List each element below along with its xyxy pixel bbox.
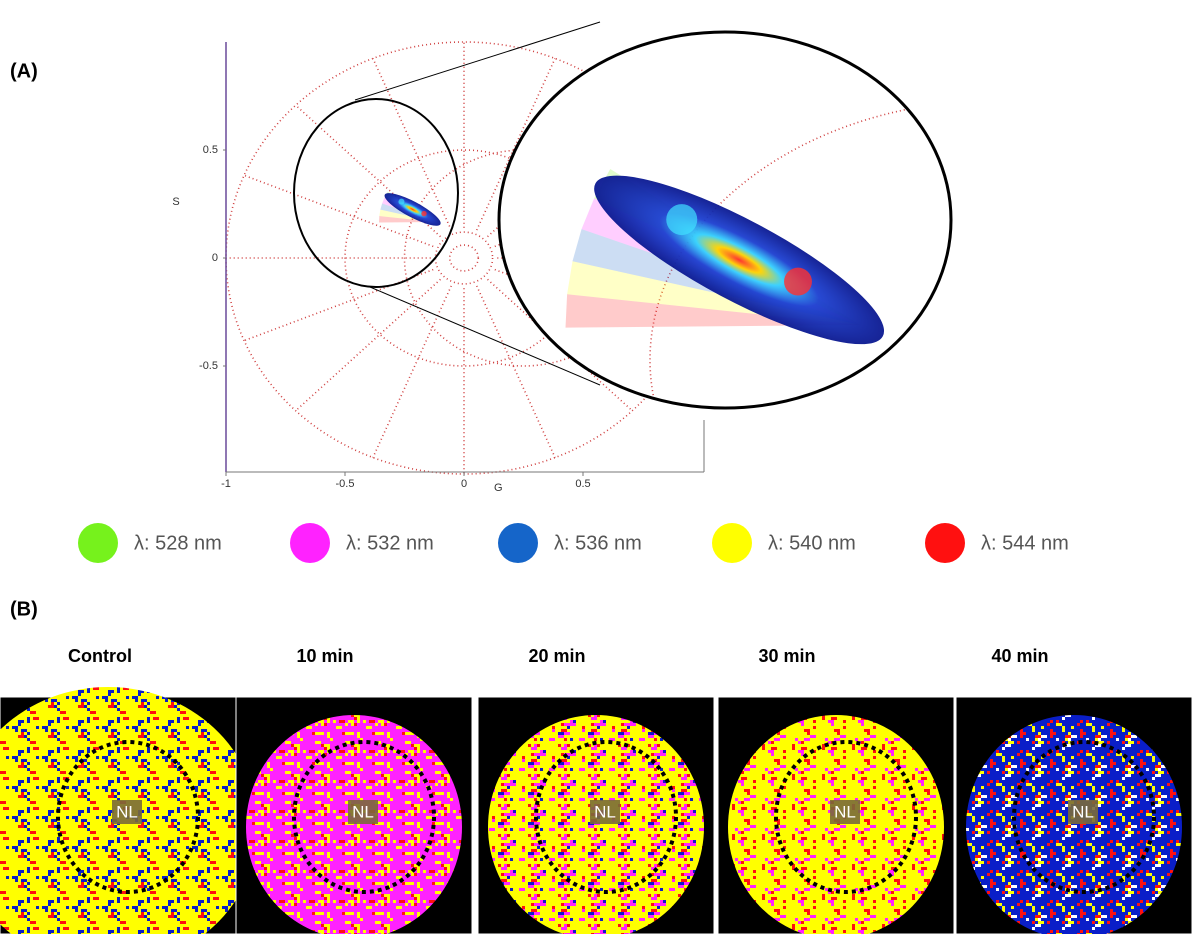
nl-label: NL xyxy=(352,802,374,821)
cell xyxy=(246,715,462,934)
x-tick-label: 0 xyxy=(461,478,467,490)
polar-ray xyxy=(373,286,451,458)
nl-label: NL xyxy=(1072,802,1094,821)
y-axis-label: S xyxy=(172,196,179,208)
y-tick-label: 0.5 xyxy=(203,144,218,156)
nl-label: NL xyxy=(834,802,856,821)
legend-label: λ: 532 nm xyxy=(346,532,434,554)
legend: λ: 528 nm λ: 532 nm λ: 536 nm λ: 540 nm λ: 5… xyxy=(78,523,1069,563)
y-tick-label: 0 xyxy=(212,252,218,264)
time-label: Control xyxy=(68,646,132,666)
zoom-circle xyxy=(294,99,458,287)
image-row: Control NL 10 min NL 20 min NL 30 min NL 40 min N… xyxy=(0,646,1192,934)
nl-label: NL xyxy=(116,802,138,821)
x-tick-label: -0.5 xyxy=(336,478,355,490)
x-tick-label: -1 xyxy=(221,478,231,490)
x-axis-label: G xyxy=(494,482,503,494)
figure: (A) (B) -1-0.500.5-0.500.5GS λ: 528 nmλ:… xyxy=(0,0,1192,934)
time-label: 10 min xyxy=(296,646,353,666)
y-tick-label: -0.5 xyxy=(199,360,218,372)
time-label: 40 min xyxy=(991,646,1048,666)
peak xyxy=(784,268,812,296)
cell xyxy=(966,715,1182,934)
legend-swatch xyxy=(925,523,965,563)
legend-label: λ: 528 nm xyxy=(134,532,222,554)
panel-label: (B) xyxy=(10,598,38,620)
polar-ray xyxy=(296,279,441,410)
polar-circle xyxy=(450,245,479,271)
peak xyxy=(666,204,697,235)
nl-label: NL xyxy=(594,802,616,821)
legend-label: λ: 536 nm xyxy=(554,532,642,554)
peak xyxy=(421,211,426,216)
peak xyxy=(399,199,405,205)
polar-circle xyxy=(435,232,492,284)
panel-label: (A) xyxy=(10,60,38,82)
legend-swatch xyxy=(78,523,118,563)
x-tick-label: 0.5 xyxy=(575,478,590,490)
legend-swatch xyxy=(498,523,538,563)
legend-swatch xyxy=(712,523,752,563)
time-label: 20 min xyxy=(528,646,585,666)
legend-swatch xyxy=(290,523,330,563)
legend-label: λ: 544 nm xyxy=(981,532,1069,554)
time-label: 30 min xyxy=(758,646,815,666)
legend-label: λ: 540 nm xyxy=(768,532,856,554)
cell xyxy=(488,715,704,934)
cell xyxy=(728,715,944,934)
